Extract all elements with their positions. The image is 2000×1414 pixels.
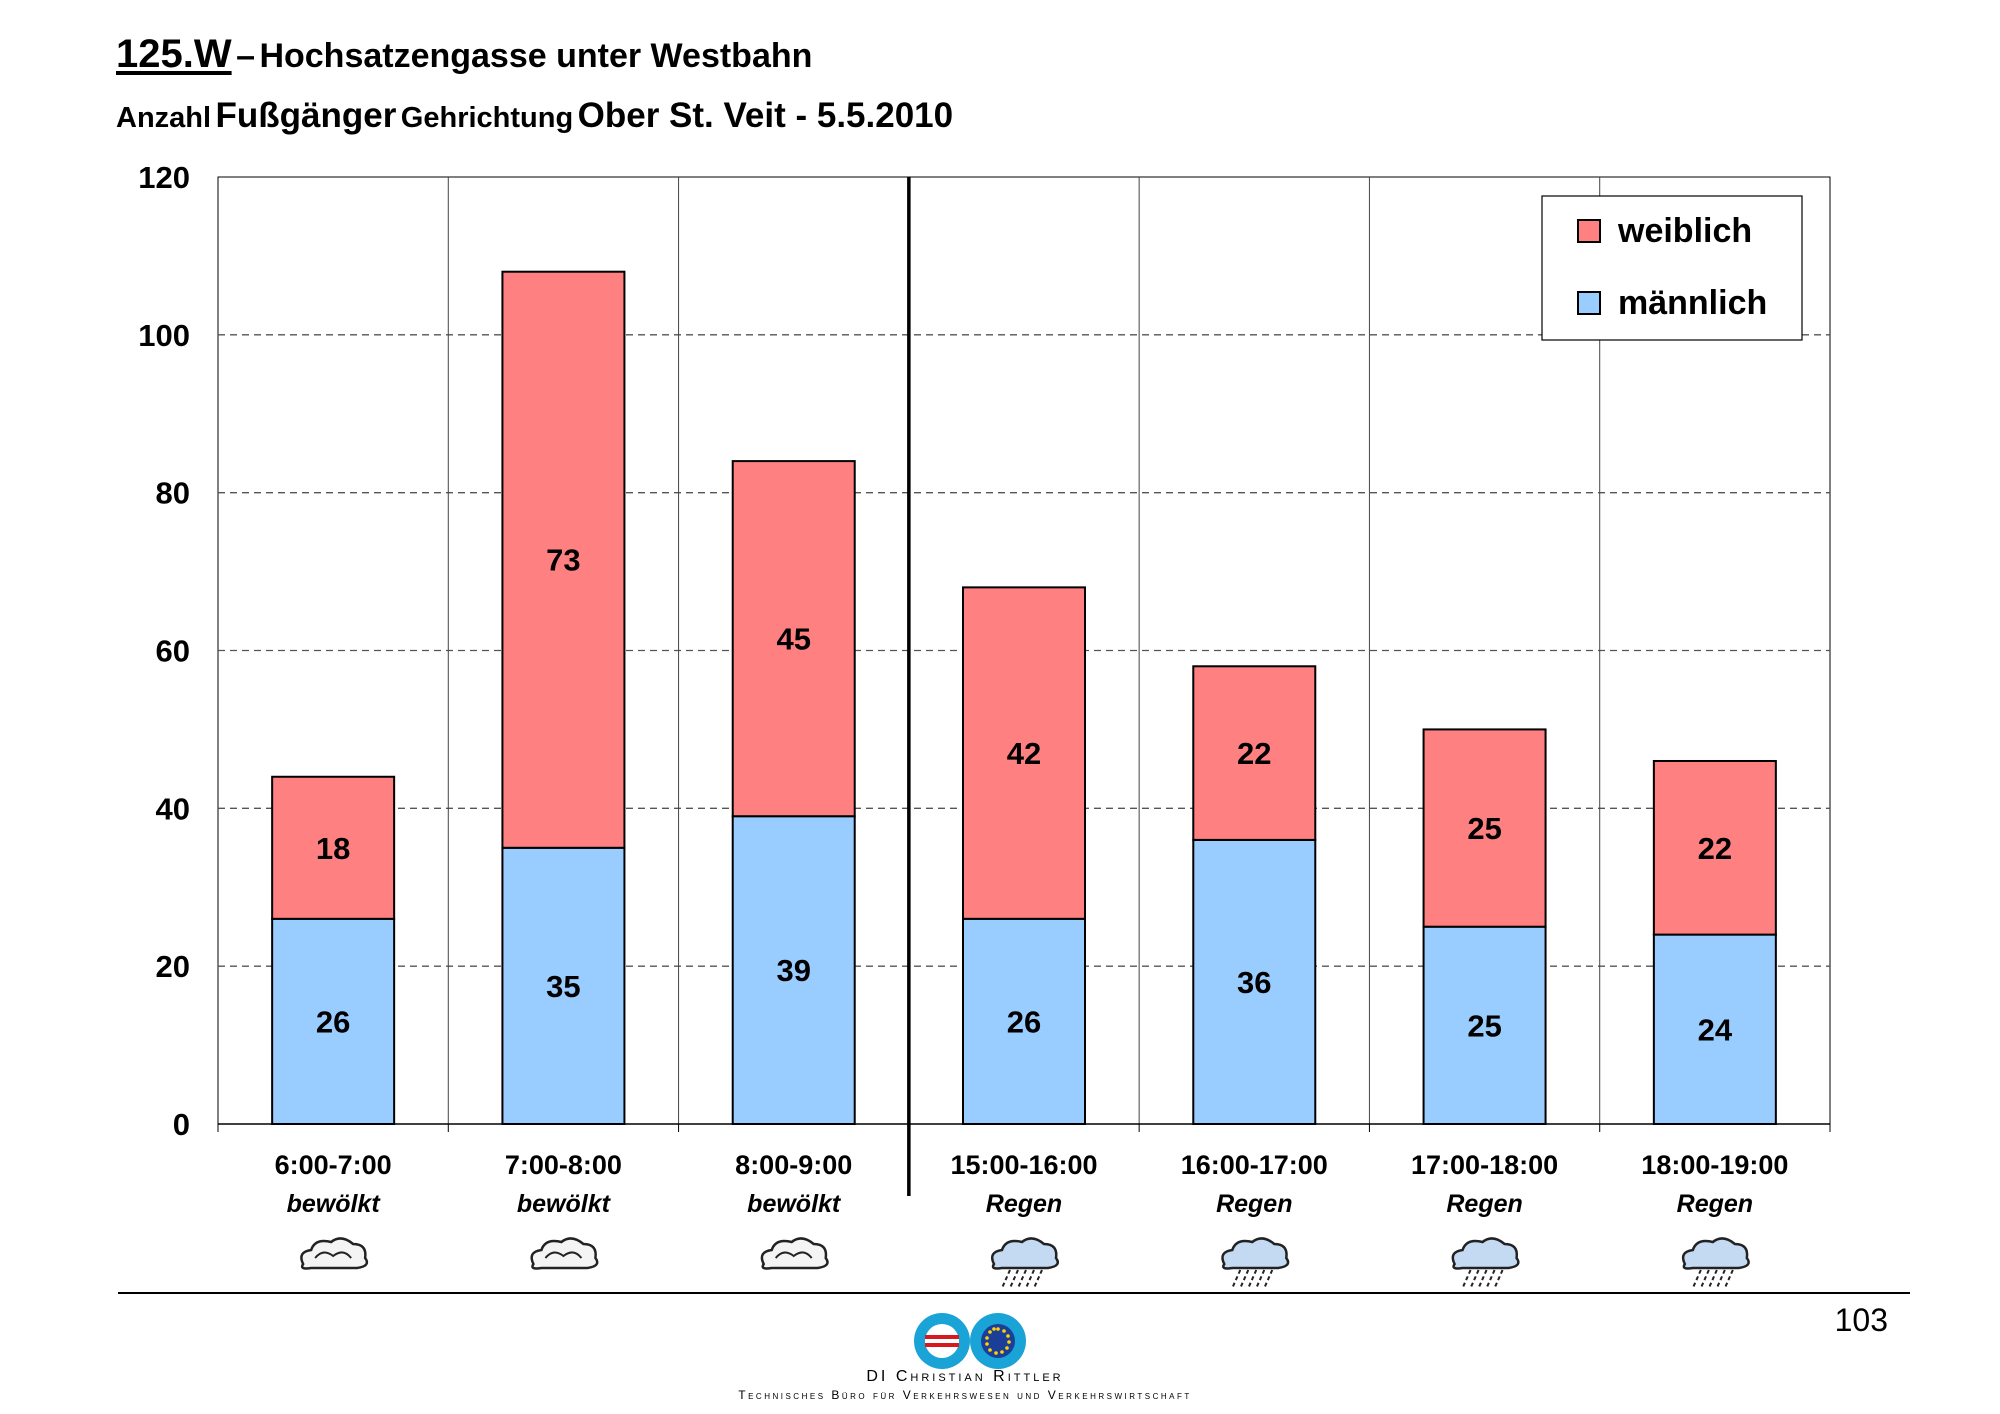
x-tick-label: 15:00-16:00: [950, 1150, 1097, 1180]
footer-divider: [118, 1292, 1910, 1294]
weather-label: Regen: [1677, 1190, 1753, 1218]
y-tick-label: 40: [156, 791, 190, 826]
x-tick-label: 18:00-19:00: [1641, 1150, 1788, 1180]
bar-value-label: 35: [546, 969, 580, 1004]
cloud-icon: [760, 1237, 829, 1270]
bar-weiblich: [1652, 759, 1777, 936]
bar-value-label: 25: [1467, 811, 1501, 846]
company-logo: [914, 1313, 1026, 1369]
bar-value-label: 22: [1237, 736, 1271, 771]
chart-title: 125.W – Hochsatzengasse unter Westbahn: [116, 32, 812, 77]
bar-value-label: 73: [546, 543, 580, 578]
subtitle-anzahl: Anzahl: [116, 102, 212, 134]
legend-swatch-weiblich: [1577, 219, 1601, 243]
stacked-bar-chart: 0 20 40 60 80 100 120 26 18 6:00-7:00 bewölkt 35 73 7…: [138, 160, 1831, 1289]
bar-weiblich: [962, 586, 1086, 920]
bar-maennlich: [271, 917, 396, 1125]
x-tick-label: 6:00-7:00: [275, 1150, 392, 1180]
weather-label: Regen: [1216, 1190, 1292, 1218]
weather-label: bewölkt: [517, 1190, 612, 1218]
cloud-icon: [530, 1237, 599, 1270]
title-dash: –: [236, 37, 255, 75]
subtitle-direction: Ober St. Veit - 5.5.2010: [577, 96, 954, 135]
bar-weiblich: [271, 775, 396, 920]
bar-maennlich: [962, 917, 1086, 1125]
bar-maennlich: [1652, 933, 1777, 1125]
bar-maennlich: [731, 815, 856, 1125]
weather-label: Regen: [986, 1190, 1062, 1218]
page-number: 103: [1834, 1302, 1888, 1338]
y-tick-label: 100: [138, 318, 190, 353]
x-tick-label: 8:00-9:00: [735, 1150, 852, 1180]
bar-maennlich: [1192, 838, 1317, 1126]
rain-cloud-icon: [1221, 1237, 1290, 1289]
bar-value-label: 22: [1698, 831, 1732, 866]
bar-maennlich: [501, 846, 626, 1126]
bar-value-label: 18: [316, 831, 350, 866]
weather-label: Regen: [1446, 1190, 1522, 1218]
y-tick-label: 120: [138, 160, 190, 195]
legend-swatch-maennlich: [1577, 291, 1601, 315]
company-subtitle: Technisches Büro für Verkehrswesen und V…: [738, 1388, 1192, 1402]
bar-value-label: 24: [1698, 1012, 1733, 1047]
x-tick-label: 7:00-8:00: [505, 1150, 622, 1180]
bar-maennlich: [1422, 925, 1547, 1125]
bar-value-label: 26: [1007, 1004, 1041, 1039]
weather-label: bewölkt: [287, 1190, 382, 1218]
bar-value-label: 25: [1467, 1008, 1501, 1043]
bar-value-label: 39: [776, 953, 810, 988]
bar-value-label: 26: [316, 1004, 350, 1039]
subtitle-subject: Fußgänger: [215, 96, 397, 135]
y-tick-label: 0: [173, 1107, 190, 1142]
subtitle-gehrichtung: Gehrichtung: [400, 102, 574, 134]
bar-value-label: 36: [1237, 965, 1271, 1000]
x-tick-label: 16:00-17:00: [1181, 1150, 1328, 1180]
bar-weiblich: [1192, 665, 1317, 841]
y-tick-label: 60: [156, 634, 190, 669]
chart-subtitle: Anzahl Fußgänger Gehrichtung Ober St. Ve…: [116, 96, 953, 136]
bar-weiblich: [1422, 728, 1547, 928]
company-name: DI Christian Rittler: [866, 1368, 1064, 1385]
bar-weiblich: [731, 460, 856, 818]
rain-cloud-icon: [1681, 1237, 1750, 1289]
station-code: 125.W: [116, 32, 232, 76]
legend-label: männlich: [1618, 284, 1767, 322]
legend-label: weiblich: [1617, 212, 1752, 250]
x-tick-label: 17:00-18:00: [1411, 1150, 1558, 1180]
y-tick-label: 80: [156, 476, 190, 511]
weather-label: bewölkt: [747, 1190, 842, 1218]
bar-value-label: 42: [1007, 736, 1041, 771]
rain-cloud-icon: [991, 1237, 1059, 1289]
y-tick-label: 20: [156, 949, 190, 984]
bar-value-label: 45: [776, 622, 810, 657]
station-location: Hochsatzengasse unter Westbahn: [259, 37, 813, 75]
cloud-icon: [300, 1237, 369, 1270]
bar-weiblich: [501, 270, 626, 849]
rain-cloud-icon: [1451, 1237, 1520, 1289]
